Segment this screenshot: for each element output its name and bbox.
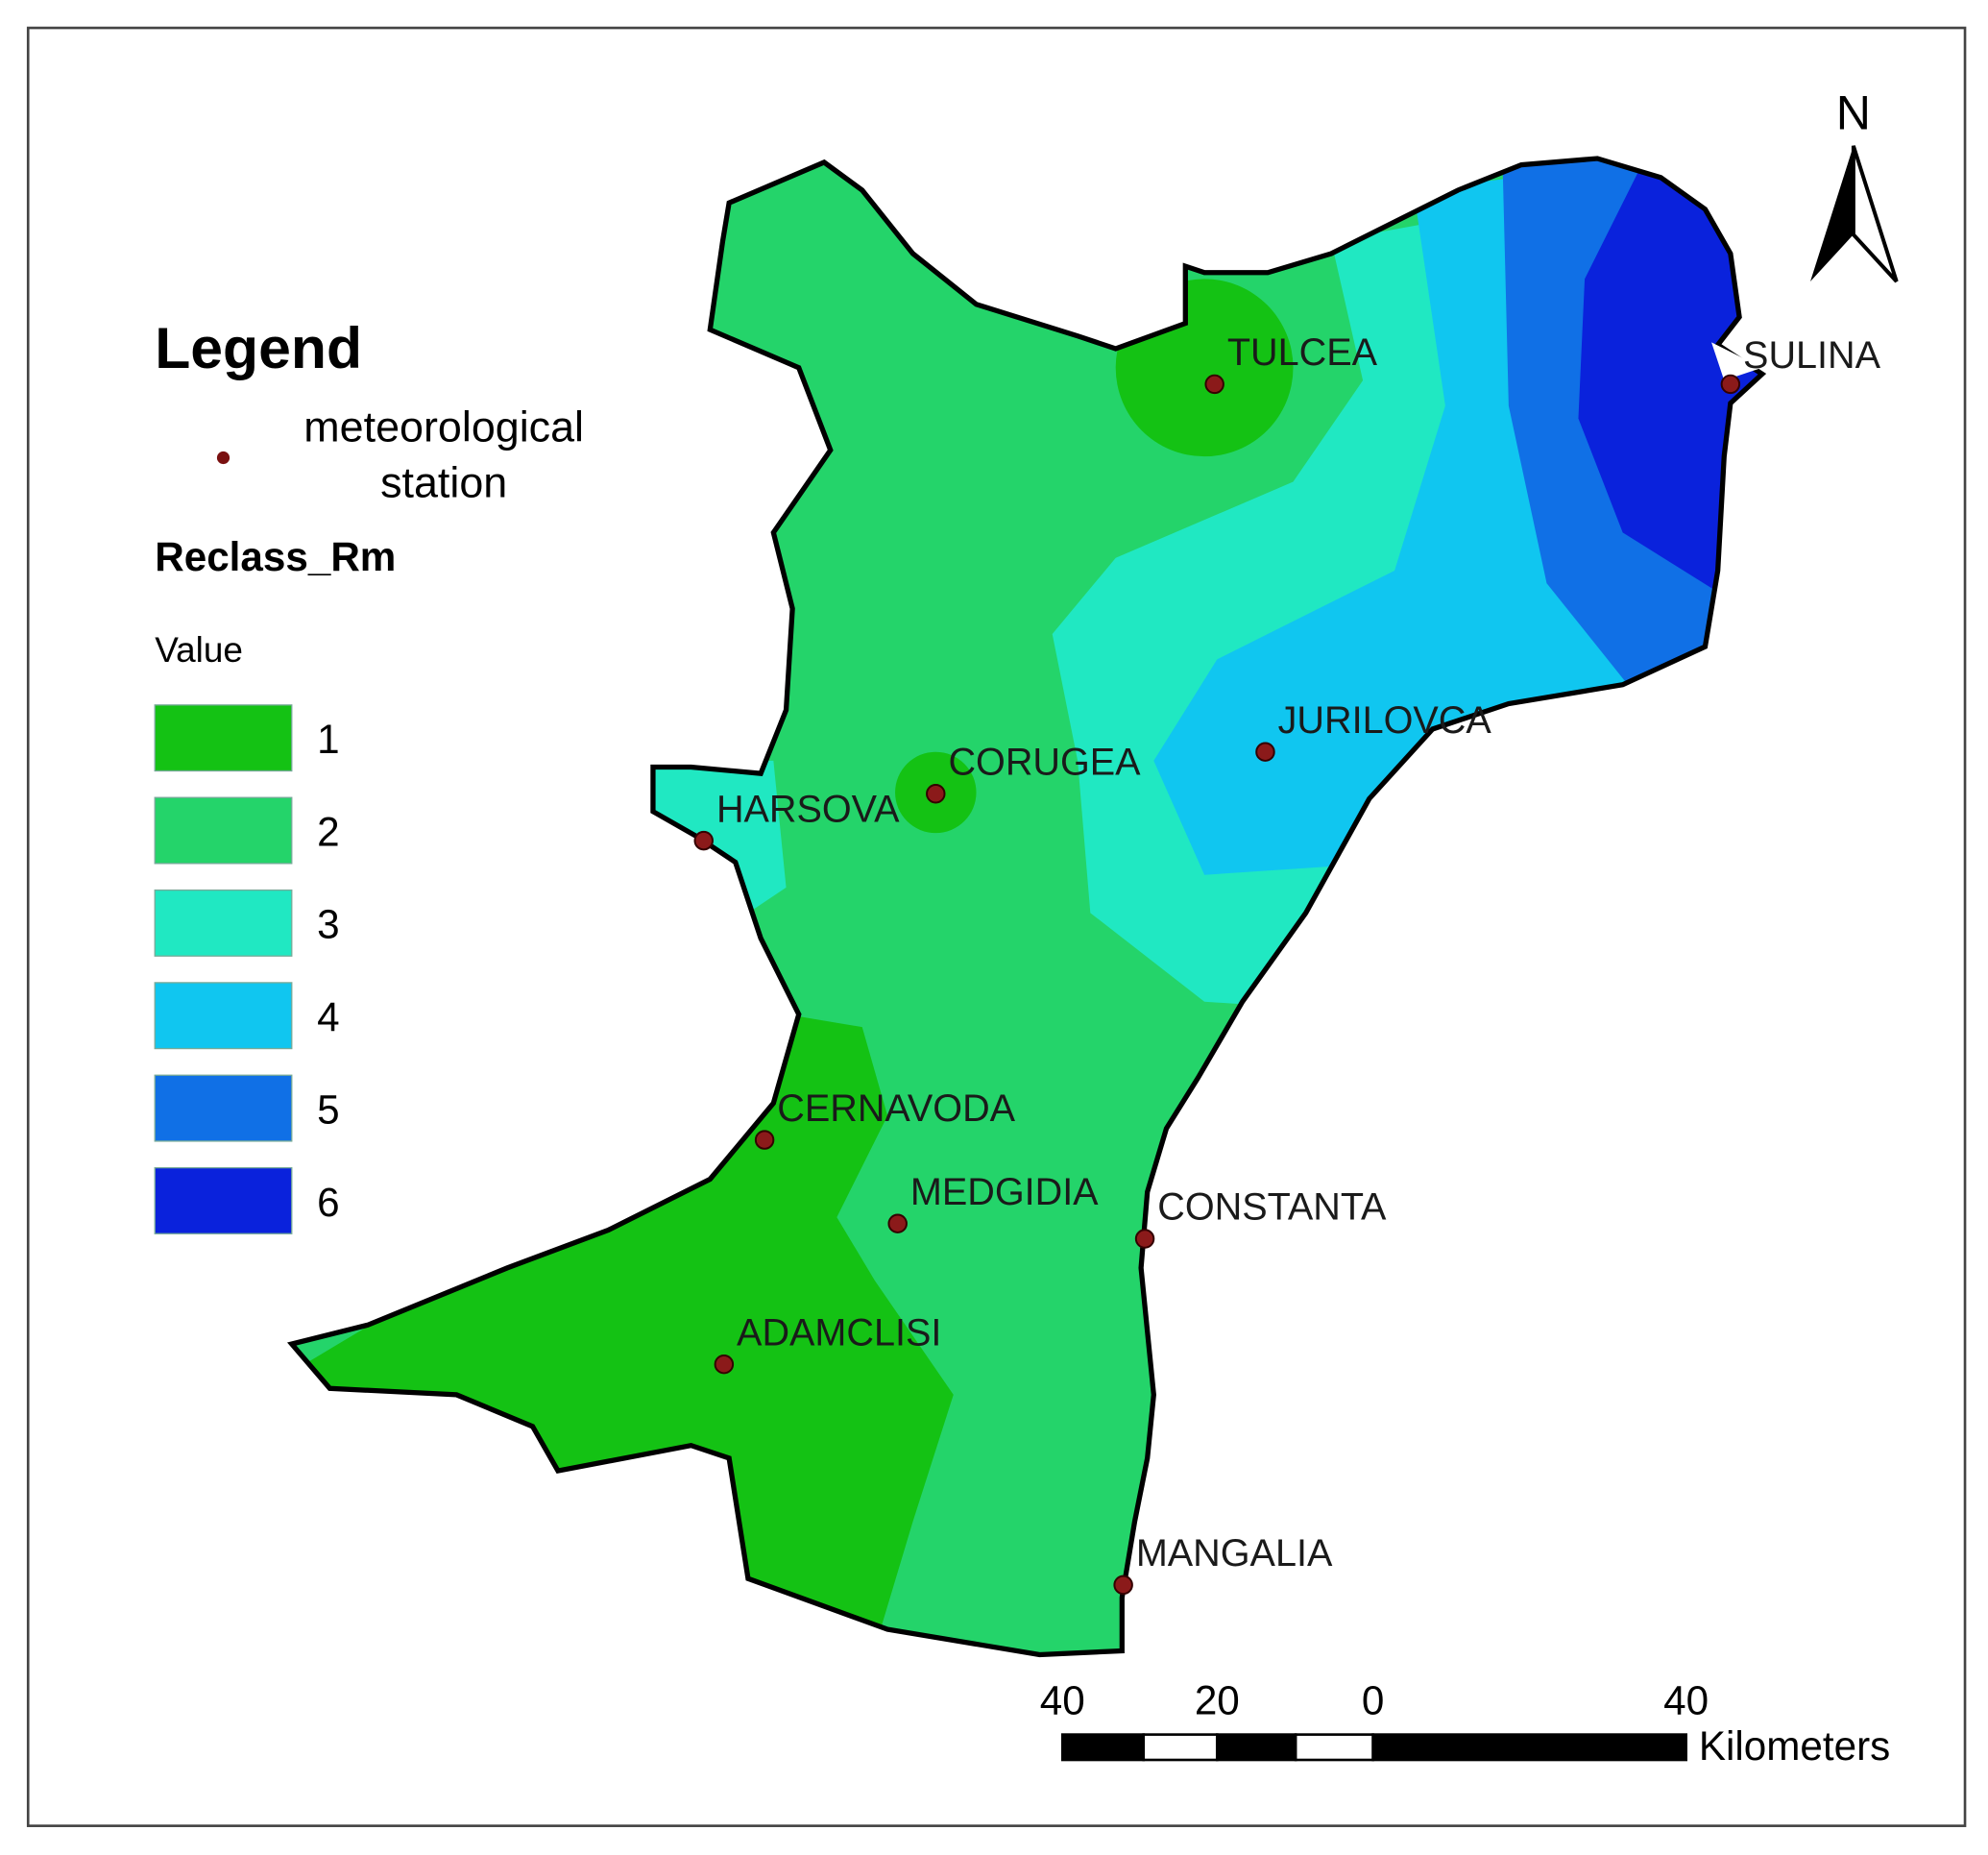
station-label: MEDGIDIA <box>910 1171 1099 1213</box>
legend-class-label: 3 <box>317 902 339 947</box>
scale-unit: Kilometers <box>1699 1723 1890 1769</box>
station-marker <box>754 1130 775 1150</box>
scale-label: 20 <box>1195 1677 1240 1722</box>
scale-segment <box>1060 1733 1146 1762</box>
station-label: HARSOVA <box>716 788 900 830</box>
zone <box>1578 158 1762 597</box>
legend-swatch <box>154 1074 293 1142</box>
station-label: CONSTANTA <box>1157 1186 1387 1229</box>
legend-class-label: 2 <box>317 809 339 854</box>
station-label: CORUGEA <box>948 741 1141 783</box>
legend-swatch <box>154 704 293 772</box>
scale-label: 40 <box>1663 1677 1709 1722</box>
station-marker <box>887 1213 908 1233</box>
north-arrow <box>1851 145 1899 283</box>
station-marker <box>693 830 714 851</box>
legend-class-label: 5 <box>317 1086 339 1132</box>
legend-swatch <box>154 889 293 957</box>
station-marker <box>714 1354 735 1375</box>
coast-notch <box>1711 342 1762 380</box>
station-marker <box>926 784 946 804</box>
station-label: SULINA <box>1743 334 1881 377</box>
legend-class-label: 4 <box>317 994 339 1039</box>
legend-label: meteorological <box>303 402 584 451</box>
scale-segment <box>1215 1733 1297 1762</box>
legend-class-label: 6 <box>317 1180 339 1225</box>
legend-label: station <box>380 457 507 506</box>
legend-swatch <box>154 796 293 865</box>
station-label: CERNAVODA <box>777 1087 1015 1130</box>
station-label: TULCEA <box>1227 331 1378 374</box>
legend-title: Legend <box>155 315 362 380</box>
station-marker <box>1134 1229 1155 1249</box>
north-arrow <box>1810 145 1854 282</box>
layer-name: Reclass_Rm <box>155 534 396 579</box>
station-label: ADAMCLISI <box>737 1311 941 1354</box>
legend-swatch <box>154 982 293 1050</box>
scale-segment <box>1142 1733 1219 1762</box>
scale-label: 40 <box>1040 1677 1085 1722</box>
scale-segment <box>1294 1733 1374 1762</box>
legend-class-label: 1 <box>317 717 339 762</box>
station-marker <box>1255 742 1275 762</box>
legend-station-symbol <box>216 451 230 465</box>
station-marker <box>1204 374 1224 395</box>
stations: TULCEA SULINA CORUGEA HARSOVA JURILOVCA CERNA… <box>693 331 1881 1596</box>
station-label: JURILOVCA <box>1278 699 1492 742</box>
legend-classes: 1 2 3 4 5 6 <box>154 704 340 1234</box>
scale-segment <box>1371 1733 1687 1762</box>
station-label: MANGALIA <box>1136 1532 1333 1574</box>
legend-swatch <box>154 1166 293 1234</box>
scale-label: 0 <box>1362 1677 1384 1722</box>
station-marker <box>1720 374 1741 395</box>
field-name: Value <box>155 630 243 670</box>
north-label: N <box>1836 86 1871 140</box>
station-marker <box>1113 1574 1133 1596</box>
